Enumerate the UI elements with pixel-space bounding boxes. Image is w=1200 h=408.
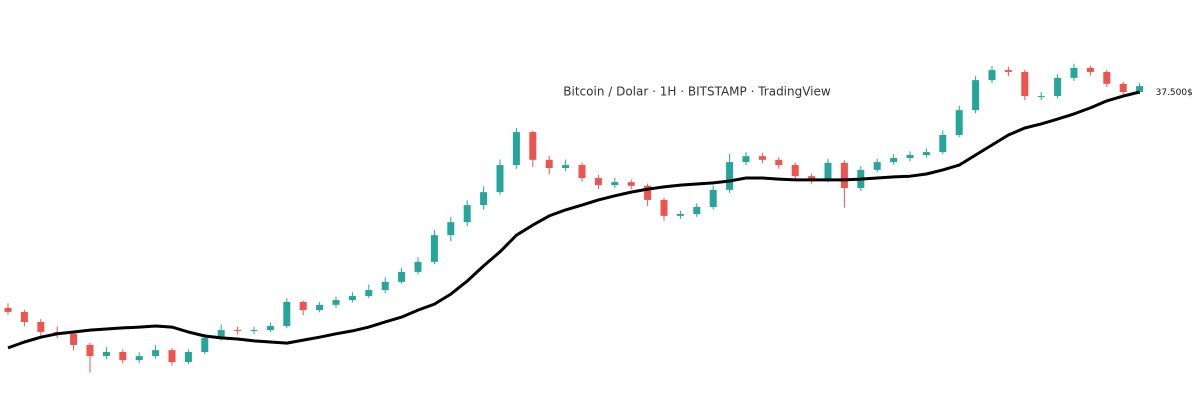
candle-body xyxy=(135,356,143,361)
candle-body xyxy=(152,350,160,357)
candle-body xyxy=(873,162,881,170)
candle-body xyxy=(201,337,209,352)
candle-body xyxy=(1136,86,1144,92)
candle-body xyxy=(529,132,537,160)
candle-body xyxy=(890,158,898,163)
candle-body xyxy=(693,206,701,215)
candle-body xyxy=(758,156,766,160)
candle-body xyxy=(1037,96,1045,98)
candle-body xyxy=(381,281,389,291)
candle-body xyxy=(348,295,356,301)
candle-body xyxy=(70,333,78,345)
candle-body xyxy=(742,156,750,163)
candle-body xyxy=(955,110,963,136)
candle-body xyxy=(512,132,520,166)
candle-body xyxy=(1004,70,1012,72)
candle-body xyxy=(398,271,406,282)
candle-body xyxy=(1103,71,1111,84)
candle-body xyxy=(496,165,504,193)
candle-body xyxy=(808,176,816,180)
candle-body xyxy=(266,326,274,331)
candle-body xyxy=(250,330,258,332)
candle-body xyxy=(184,351,192,363)
candle-body xyxy=(168,350,176,363)
candle-body xyxy=(430,235,438,262)
candle-body xyxy=(37,321,45,332)
candle-body xyxy=(726,162,734,190)
candle-body xyxy=(1021,71,1029,97)
candle-body xyxy=(365,290,373,296)
candle-body xyxy=(283,301,291,327)
candle-body xyxy=(4,307,12,312)
candle-body xyxy=(545,159,553,169)
candle-body xyxy=(775,159,783,166)
candle-body xyxy=(1070,67,1078,78)
candle-body xyxy=(1086,67,1094,72)
candle-body xyxy=(480,192,488,206)
candle-body xyxy=(447,222,455,236)
candle-body xyxy=(234,330,242,332)
candle-body xyxy=(578,165,586,179)
candle-body xyxy=(972,80,980,111)
candle-body xyxy=(414,261,422,272)
candle-body xyxy=(316,304,324,311)
candle-body xyxy=(594,178,602,186)
candle-body xyxy=(922,152,930,156)
candle-body xyxy=(1119,83,1127,92)
candle-body xyxy=(611,182,619,186)
moving-average xyxy=(7,90,1140,350)
candle-body xyxy=(102,351,110,357)
candle-body xyxy=(939,135,947,153)
candle-body xyxy=(217,330,225,338)
candle-body xyxy=(840,162,848,189)
candle-body xyxy=(676,214,684,216)
candle-body xyxy=(86,344,94,357)
last-price-label: 37.500$ xyxy=(1156,88,1193,98)
candle-body xyxy=(463,205,471,223)
candle-body xyxy=(119,351,127,361)
candle-body xyxy=(988,70,996,81)
candle-body xyxy=(644,185,652,200)
candle-body xyxy=(20,311,28,322)
candle-body xyxy=(660,199,668,216)
candle-body xyxy=(299,301,307,311)
candle-body xyxy=(791,165,799,177)
candle-body xyxy=(627,182,635,186)
candle-body xyxy=(906,155,914,159)
candle-body xyxy=(1054,77,1062,97)
candle-body xyxy=(332,300,340,305)
chart-title: Bitcoin / Dolar · 1H · BITSTAMP · Tradin… xyxy=(563,85,831,99)
candle-body xyxy=(562,165,570,169)
candle-body xyxy=(824,162,832,180)
candle-body xyxy=(709,189,717,207)
